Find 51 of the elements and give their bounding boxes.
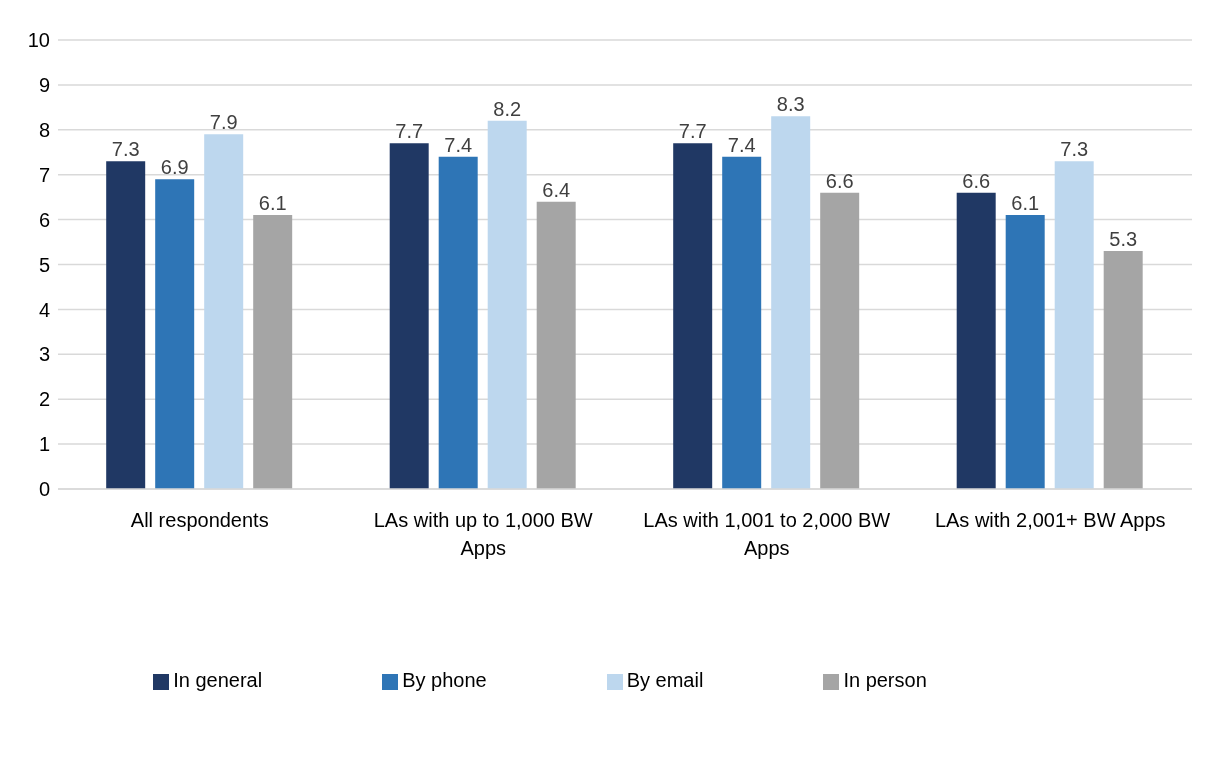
data-label: 7.7 <box>395 120 424 143</box>
data-label: 5.3 <box>1109 228 1138 251</box>
y-tick-label: 4 <box>38 298 50 321</box>
legend-label: In person <box>843 669 927 691</box>
data-label: 7.7 <box>678 120 707 143</box>
y-tick-label: 5 <box>38 253 50 276</box>
x-tick-label: LAs with 1,001 to 2,000 BW Apps <box>643 509 891 559</box>
data-label: 7.4 <box>444 133 473 156</box>
data-label: 6.9 <box>160 156 189 179</box>
legend-label: By phone <box>402 669 487 691</box>
bar <box>1005 215 1045 489</box>
bar <box>722 156 762 489</box>
y-tick-label: 8 <box>38 118 50 141</box>
data-label: 7.3 <box>1060 138 1089 161</box>
bar <box>771 116 811 489</box>
x-tick-label: All respondents <box>130 509 269 531</box>
legend-label: In general <box>173 669 263 691</box>
data-label: 7.9 <box>209 111 238 134</box>
bar <box>536 201 576 489</box>
y-tick-label: 1 <box>38 433 50 456</box>
bar <box>1054 161 1094 489</box>
bar <box>1103 251 1143 489</box>
bar <box>487 120 527 489</box>
bar <box>106 161 146 489</box>
y-tick-label: 7 <box>38 163 50 186</box>
bar <box>673 143 713 489</box>
bar <box>389 143 429 489</box>
y-tick-label: 9 <box>38 74 50 96</box>
data-label: 6.1 <box>1011 192 1040 215</box>
bar <box>956 192 996 489</box>
y-tick-label: 6 <box>38 208 50 231</box>
data-label: 8.2 <box>493 97 522 120</box>
data-label: 6.6 <box>825 169 854 192</box>
y-tick-label: 0 <box>38 478 50 501</box>
x-tick-label: LAs with up to 1,000 BW Apps <box>373 509 593 559</box>
bar <box>820 192 860 489</box>
y-tick-label: 2 <box>38 388 50 411</box>
y-tick-label: 3 <box>38 343 50 366</box>
y-tick-label: 10 <box>27 29 50 52</box>
data-label: 6.4 <box>542 178 571 201</box>
data-label: 6.6 <box>962 169 991 192</box>
x-tick-label: LAs with 2,001+ BW Apps <box>934 509 1166 531</box>
legend-label: By email <box>626 669 704 691</box>
bar <box>438 156 478 489</box>
data-label: 6.1 <box>258 192 287 215</box>
data-label: 7.3 <box>111 138 140 161</box>
data-label: 8.3 <box>776 93 805 116</box>
data-label: 7.4 <box>727 133 756 156</box>
bar <box>155 179 195 489</box>
bar <box>253 215 293 489</box>
bar <box>204 134 244 489</box>
